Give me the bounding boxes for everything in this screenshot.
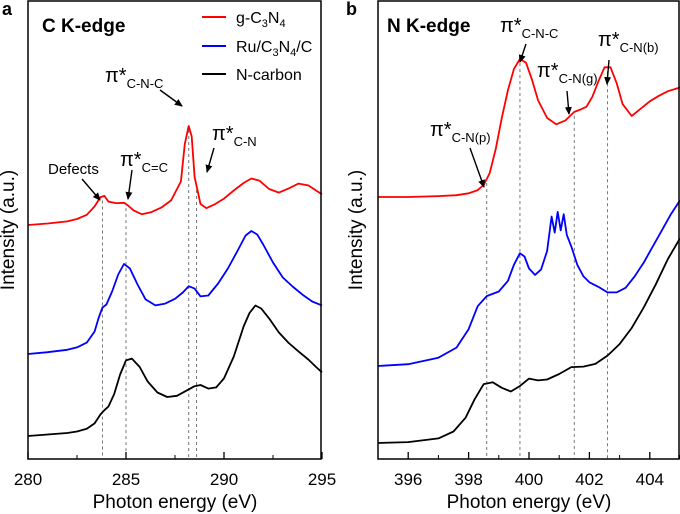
annotation-label: Defects — [48, 161, 99, 178]
annotation-arrow — [205, 147, 215, 173]
series-line — [27, 230, 323, 355]
series-line — [378, 58, 680, 198]
legend-label: N-carbon — [236, 67, 302, 84]
panel-letter: a — [2, 0, 13, 19]
x-tick-label: 402 — [575, 470, 603, 489]
annotation-arrow — [125, 169, 133, 200]
x-tick-label: 285 — [112, 470, 140, 489]
y-axis-label: Intensity (a.u.) — [0, 170, 19, 290]
x-tick-label: 400 — [515, 470, 543, 489]
annotation-label: π*C-N-C — [105, 65, 163, 91]
annotation-label: π*C-N-C — [500, 15, 558, 41]
series-line — [377, 237, 680, 444]
annotation-arrow — [518, 43, 527, 63]
annotation-label: π*C-N(b) — [598, 29, 659, 55]
x-tick-label: 295 — [308, 470, 336, 489]
annotation-label: π*C=C — [120, 149, 168, 175]
x-tick-label: 396 — [394, 470, 422, 489]
x-tick-label: 398 — [454, 470, 482, 489]
x-tick-label: 290 — [210, 470, 238, 489]
x-axis-label: Photon energy (eV) — [93, 492, 258, 513]
panel-title: N K-edge — [387, 16, 470, 37]
panel-title: C K-edge — [42, 16, 125, 37]
x-tick-label: 280 — [14, 470, 42, 489]
annotation-arrow — [81, 178, 101, 201]
series-line — [377, 199, 680, 367]
annotation-label: π*C-N(g) — [537, 60, 598, 86]
annotation-arrow — [469, 147, 485, 188]
legend-label: Ru/C3N4/C — [236, 39, 312, 59]
x-axis-label: Photon energy (eV) — [447, 492, 612, 513]
legend-label: g-C3N4 — [236, 10, 286, 30]
annotation-arrow — [604, 59, 612, 85]
annotation-arrow — [564, 90, 572, 115]
x-tick-label: 404 — [636, 470, 664, 489]
annotation-label: π*C-N — [212, 123, 257, 149]
y-axis-label: Intensity (a.u.) — [346, 170, 367, 290]
annotation-arrow — [159, 89, 183, 107]
panel-letter: b — [346, 0, 357, 19]
series-line — [27, 304, 323, 437]
annotation-label: π*C-N(p) — [430, 119, 491, 145]
